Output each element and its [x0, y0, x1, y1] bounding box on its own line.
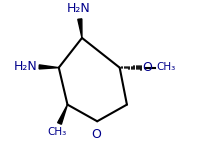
Text: H₂N: H₂N: [14, 60, 38, 73]
Text: CH₃: CH₃: [48, 127, 67, 137]
Text: H₂N: H₂N: [67, 2, 91, 15]
Polygon shape: [58, 105, 68, 124]
Polygon shape: [39, 65, 59, 69]
Polygon shape: [78, 19, 82, 38]
Text: O: O: [91, 128, 101, 141]
Text: CH₃: CH₃: [156, 62, 175, 72]
Text: O: O: [142, 61, 152, 74]
